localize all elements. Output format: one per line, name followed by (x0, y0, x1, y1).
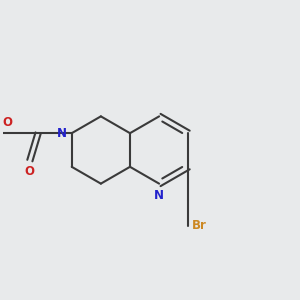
Text: N: N (154, 189, 164, 202)
Text: Br: Br (191, 219, 206, 232)
Text: O: O (2, 116, 12, 129)
Text: O: O (25, 166, 35, 178)
Text: N: N (57, 127, 67, 140)
